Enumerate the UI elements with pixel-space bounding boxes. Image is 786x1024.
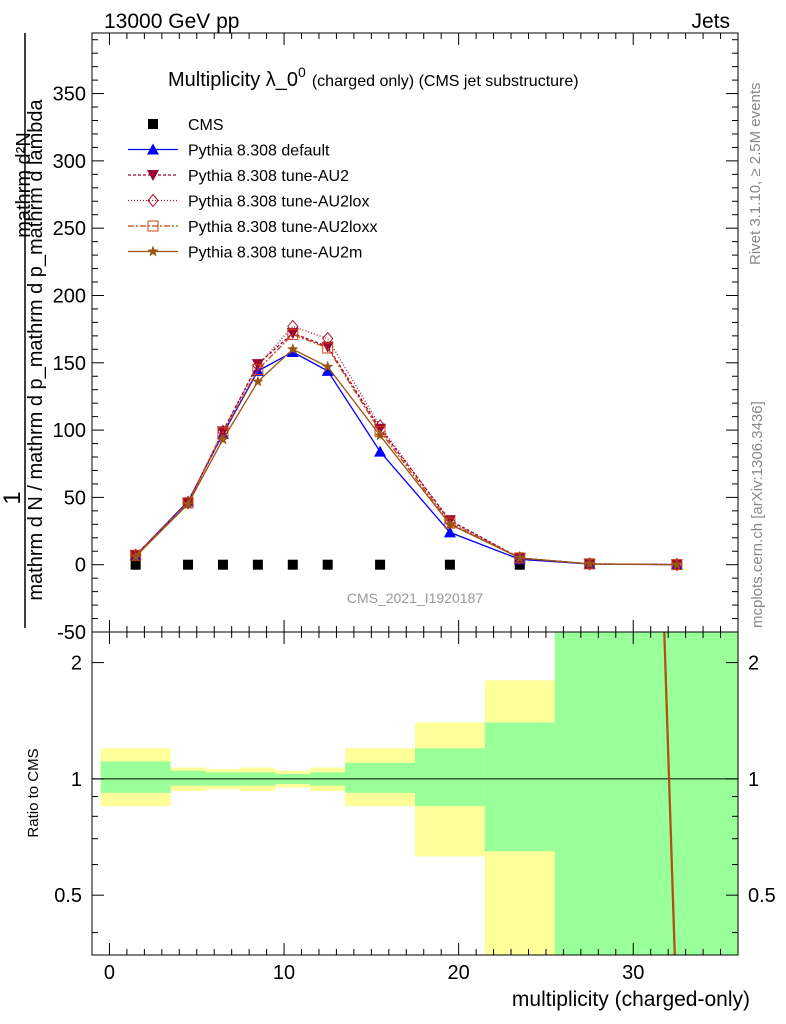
ratio-mc-line (663, 631, 676, 956)
legend-label: CMS (188, 117, 224, 134)
legend-label: Pythia 8.308 tune-AU2loxx (188, 219, 377, 236)
ratio-y-tick-label-right: 2 (748, 653, 759, 675)
data-point (287, 319, 299, 334)
series-3 (129, 319, 683, 572)
data-point (130, 559, 141, 570)
data-point (217, 559, 228, 570)
chart-subtitle: (charged only) (CMS jet substructure) (312, 73, 579, 90)
legend-marker (147, 220, 159, 232)
data-point (444, 518, 456, 530)
data-point (252, 364, 264, 376)
data-point (251, 364, 264, 376)
data-point (252, 358, 264, 373)
data-point (443, 526, 456, 538)
data-point (183, 559, 194, 570)
y-tick-label: 250 (53, 218, 86, 240)
legend-marker (147, 143, 159, 155)
x-tick-label: 10 (273, 962, 295, 984)
ratio-y-tick-label: 2 (71, 653, 82, 675)
data-point (287, 559, 298, 570)
data-point (252, 559, 263, 570)
rivet-version: Rivet 3.1.10, ≥ 2.5M events (747, 83, 764, 266)
legend-marker (147, 245, 159, 257)
data-point (374, 429, 386, 441)
series-5 (129, 343, 683, 570)
series-0 (130, 559, 525, 570)
ratio-y-tick-label-right: 1 (748, 769, 759, 791)
legend-label: Pythia 8.308 tune-AU2 (188, 168, 349, 185)
data-point (287, 343, 299, 355)
data-point (583, 557, 596, 571)
legend-marker (147, 193, 159, 208)
ratio-band-inner (100, 761, 171, 793)
ratio-band-inner (170, 770, 206, 786)
ratio-band-inner (345, 762, 415, 793)
data-point (322, 342, 334, 354)
data-point (252, 375, 264, 387)
legend-label: Pythia 8.308 tune-AU2lox (188, 194, 369, 211)
data-point (182, 498, 194, 509)
header-left: 13000 GeV pp (104, 10, 239, 33)
data-point (286, 328, 299, 340)
y-label-denominator: mathrm d N / mathrm d p_mathrm d p_mathr… (25, 98, 47, 600)
data-point (287, 329, 299, 341)
mcplots-credit: mcplots.cern.ch [arXiv:1306.3436] (749, 401, 766, 628)
series-4 (130, 329, 683, 571)
data-point (182, 495, 194, 510)
y-tick-label: 150 (53, 353, 86, 375)
data-point (322, 331, 334, 346)
legend-marker (147, 170, 159, 181)
y-tick-label: 50 (64, 487, 86, 509)
y-tick-label: 300 (53, 151, 86, 173)
ratio-mc-line-2 (663, 631, 675, 956)
y-tick-label: 200 (53, 285, 86, 307)
ratio-y-tick-label: 1 (71, 769, 82, 791)
y-tick-label: -50 (57, 622, 86, 644)
legend-label: Pythia 8.308 default (188, 143, 330, 160)
data-point (217, 433, 229, 445)
series-line (135, 351, 677, 566)
data-point (444, 559, 455, 570)
data-point (374, 445, 387, 457)
x-tick-label: 0 (104, 962, 115, 984)
ratio-plot-frame (91, 631, 739, 956)
data-point (129, 550, 142, 562)
header-right: Jets (691, 10, 730, 33)
ratio-band-inner (415, 748, 485, 807)
data-point (583, 557, 596, 569)
legend: CMS Pythia 8.308 default Pythia 8.308 tune… (128, 117, 377, 262)
series-2 (129, 328, 683, 571)
data-point (671, 557, 683, 572)
ratio-band-inner (554, 632, 738, 955)
data-point (322, 559, 333, 570)
data-point (321, 364, 334, 376)
data-point (514, 552, 526, 563)
y-label-prefactor: 1 (0, 491, 26, 504)
watermark: CMS_2021_I1920187 (347, 590, 483, 606)
data-point (671, 558, 683, 570)
y-tick-label: 0 (75, 555, 86, 577)
ratio-band-inner (484, 722, 555, 852)
y-tick-label: 350 (53, 84, 86, 106)
legend-label: Pythia 8.308 tune-AU2m (188, 245, 362, 262)
x-axis-label: multiplicity (charged-only) (512, 988, 750, 1011)
data-point (322, 360, 334, 372)
x-tick-label: 30 (622, 962, 644, 984)
data-point (375, 559, 386, 570)
series-line (135, 348, 677, 566)
x-tick-label: 20 (448, 962, 470, 984)
legend-marker (148, 119, 158, 129)
y-tick-label: 100 (53, 420, 86, 442)
y-label-numerator: mathrm d²N (13, 132, 35, 238)
chart-title: Multiplicity λ_00(charged only) (CMS jet… (168, 64, 579, 91)
ratio-y-axis-label: Ratio to CMS (25, 748, 42, 837)
series-line (135, 332, 677, 566)
chart-title-superscript: 0 (298, 64, 306, 80)
main-plot: -50 0 50 100 150 200 250 300 350 Multiplicity λ_0… (0, 32, 739, 644)
ratio-y-tick-label-right: 0.5 (748, 885, 776, 907)
ratio-y-tick-label: 0.5 (54, 885, 82, 907)
